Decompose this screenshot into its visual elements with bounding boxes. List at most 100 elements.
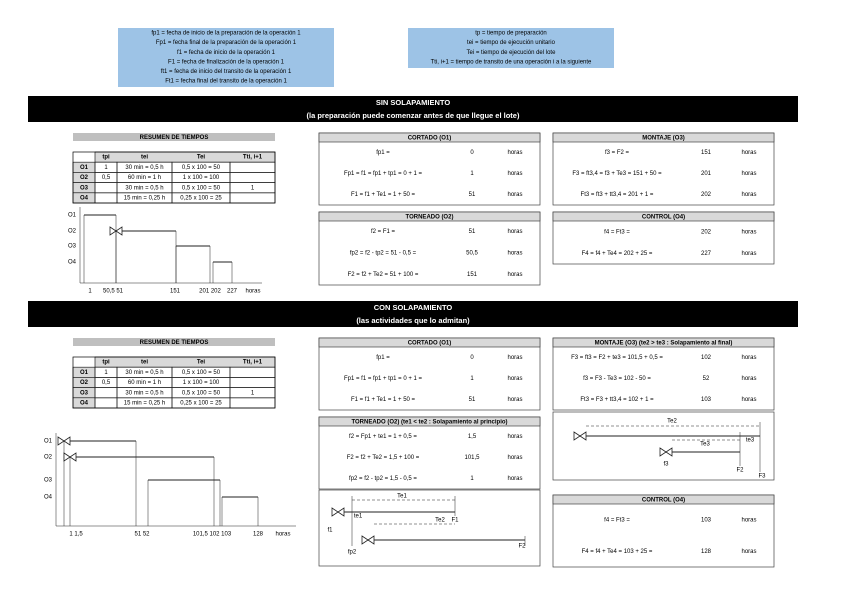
panel-title: TORNEADO (O2) bbox=[406, 214, 454, 220]
section-subtitle: (la preparación puede comenzar antes de … bbox=[307, 111, 520, 120]
panel-title-bar bbox=[552, 494, 775, 505]
diagram-label: F2 bbox=[736, 468, 744, 474]
gantt-row-label: O4 bbox=[68, 260, 77, 266]
table-cell: 1 bbox=[251, 185, 255, 191]
unit: horas bbox=[507, 476, 522, 482]
result: 1 bbox=[470, 476, 474, 482]
panel-title: MONTAJE (O3) (te2 > te3 : Solapamiento a… bbox=[595, 340, 733, 346]
unit: horas bbox=[741, 549, 756, 555]
gantt-axis-label: 50,5 51 bbox=[103, 289, 124, 295]
table-cell: 1 bbox=[104, 370, 108, 376]
gantt-row-label: O2 bbox=[44, 455, 53, 461]
gantt-axis-label: 101,5 102 103 bbox=[193, 532, 232, 538]
panel bbox=[552, 132, 775, 206]
valve-icon bbox=[573, 431, 587, 441]
cell bbox=[94, 192, 118, 204]
result: 1,5 bbox=[468, 434, 477, 440]
legend-text: f1 = fecha de inicio de la operación 1 bbox=[177, 50, 276, 56]
summary-title: RESUMEN DE TIEMPOS bbox=[140, 135, 209, 141]
table-header: tei bbox=[141, 360, 148, 366]
diagram-label: Te3 bbox=[700, 442, 710, 448]
table-cell: 0,5 x 100 = 50 bbox=[182, 390, 221, 396]
unit: horas bbox=[507, 376, 522, 382]
table-cell: 0,5 bbox=[102, 380, 111, 386]
panel-title-bar bbox=[318, 211, 541, 222]
legend-text: Tei = tiempo de ejecución del lote bbox=[467, 50, 557, 56]
panel-title: CONTROL (O4) bbox=[642, 497, 685, 503]
gantt-axis-label: 151 bbox=[170, 289, 181, 295]
unit: horas bbox=[507, 434, 522, 440]
result: 103 bbox=[701, 517, 712, 523]
legend-text: F1 = fecha de finalización de la operaci… bbox=[168, 59, 285, 65]
cell bbox=[229, 192, 276, 204]
formula: F1 = f1 + Te1 = 1 + 50 = bbox=[351, 192, 416, 198]
unit: horas bbox=[507, 355, 522, 361]
valve-icon bbox=[361, 535, 375, 545]
table-header: Tti, i+1 bbox=[243, 155, 263, 161]
gantt-axis-label: 1 bbox=[88, 289, 92, 295]
diagram-label: te3 bbox=[746, 438, 755, 444]
formula: Ft3 = F3 + tt3,4 = 102 + 1 = bbox=[580, 397, 654, 403]
diagram-label: F1 bbox=[451, 518, 459, 524]
formula: F2 = f2 + Te2 = 1,5 + 100 = bbox=[347, 455, 420, 461]
result: 201 bbox=[701, 171, 712, 177]
unit: horas bbox=[507, 150, 522, 156]
row-label: O1 bbox=[80, 370, 89, 376]
section-header bbox=[28, 301, 798, 327]
formula: f3 = F3 - Te3 = 102 - 50 = bbox=[583, 376, 651, 382]
cell bbox=[94, 387, 118, 399]
result: 202 bbox=[701, 229, 712, 235]
result: 103 bbox=[701, 397, 712, 403]
row-label: O3 bbox=[80, 390, 89, 396]
legend-box bbox=[408, 28, 614, 68]
diagram-label: fp2 bbox=[348, 550, 357, 556]
table-header: tei bbox=[141, 155, 148, 161]
diagram-label: Te2 bbox=[435, 518, 445, 524]
row-label: O1 bbox=[80, 165, 89, 171]
panel-title: MONTAJE (O3) bbox=[642, 135, 685, 141]
unit: horas bbox=[507, 171, 522, 177]
diagram-label: Te2 bbox=[667, 419, 677, 425]
table-cell: 1 bbox=[251, 390, 255, 396]
table-frame bbox=[72, 356, 276, 409]
diagram-label: f1 bbox=[327, 528, 333, 534]
formula: f2 = Fp1 + te1 = 1 + 0,5 = bbox=[349, 434, 417, 440]
table-cell: 0,25 x 100 = 25 bbox=[180, 400, 222, 406]
formula: f4 = Ft3 = bbox=[604, 229, 630, 235]
gantt-axis-label: 1 1,5 bbox=[69, 532, 83, 538]
legend-text: Ft1 = fecha final del transito de la ope… bbox=[165, 79, 287, 85]
panel-title-bar bbox=[318, 132, 541, 143]
result: 1 bbox=[470, 376, 474, 382]
section-subtitle: (las actividades que lo admitan) bbox=[356, 316, 470, 325]
gantt-row-label: O4 bbox=[44, 495, 53, 501]
formula: Fp1 = f1 = fp1 + tp1 = 0 + 1 = bbox=[344, 376, 423, 382]
table-cell: 60 min = 1 h bbox=[128, 380, 161, 386]
row-label: O2 bbox=[80, 175, 89, 181]
gantt-row-label: O3 bbox=[68, 244, 77, 250]
table-header: tpi bbox=[102, 360, 110, 366]
summary-title-bar bbox=[73, 338, 275, 346]
unit: horas bbox=[507, 272, 522, 278]
result: 128 bbox=[701, 549, 712, 555]
formula: f4 = Ft3 = bbox=[604, 517, 630, 523]
result: 227 bbox=[701, 251, 712, 257]
table-cell: 1 x 100 = 100 bbox=[183, 380, 220, 386]
panel-title-bar bbox=[318, 337, 541, 348]
unit: horas bbox=[741, 171, 756, 177]
unit: horas bbox=[507, 397, 522, 403]
formula: F4 = f4 + Te4 = 103 + 25 = bbox=[582, 549, 653, 555]
gantt-axis-label: 201 202 bbox=[199, 289, 221, 295]
unit: horas bbox=[741, 517, 756, 523]
diagram-label: Te1 bbox=[397, 494, 407, 500]
gantt-row-label: O3 bbox=[44, 478, 53, 484]
section-title: CON SOLAPAMIENTO bbox=[374, 303, 453, 312]
formula: F3 = ft3,4 = f3 + Te3 = 151 + 50 = bbox=[572, 171, 662, 177]
formula: Fp1 = f1 = fp1 + tp1 = 0 + 1 = bbox=[344, 171, 423, 177]
panel bbox=[552, 494, 775, 568]
valve-icon bbox=[659, 447, 673, 457]
cell bbox=[229, 377, 276, 388]
unit: horas bbox=[507, 229, 522, 235]
section-header bbox=[28, 96, 798, 122]
table-cell: 60 min = 1 h bbox=[128, 175, 161, 181]
unit: horas bbox=[741, 229, 756, 235]
